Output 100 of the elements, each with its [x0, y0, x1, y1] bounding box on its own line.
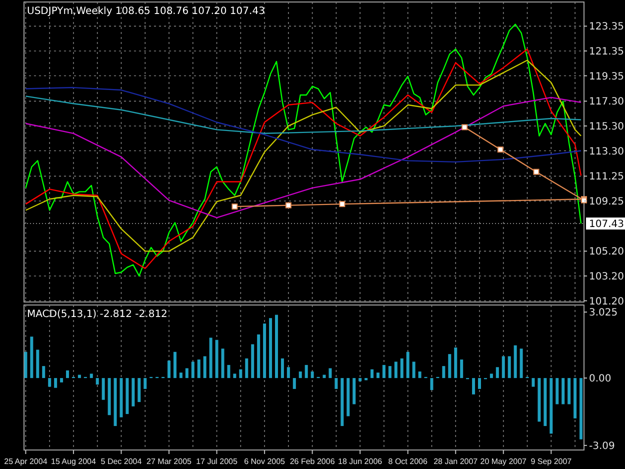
- line-series: [25, 96, 582, 218]
- x-tick-label: 8 Oct 2006: [388, 457, 428, 466]
- y-tick-label: 115.30: [589, 121, 624, 132]
- bar: [269, 318, 272, 378]
- bar: [568, 378, 571, 404]
- bar: [556, 378, 559, 404]
- bar: [352, 378, 356, 404]
- bar: [215, 340, 218, 378]
- bar: [102, 378, 105, 400]
- line-series: [25, 86, 582, 163]
- bar: [132, 378, 135, 406]
- bar: [191, 362, 194, 378]
- bar: [54, 378, 58, 388]
- y-tick-label: 101.20: [589, 296, 624, 308]
- bar: [185, 368, 188, 378]
- bar: [304, 364, 308, 378]
- bar: [298, 372, 302, 378]
- bar: [48, 378, 52, 387]
- x-tick-label: 26 Feb 2006: [290, 457, 336, 466]
- bar: [550, 378, 553, 434]
- bar: [520, 348, 523, 378]
- bar: [544, 378, 547, 426]
- bar: [233, 374, 236, 378]
- chart-title: USDJPYm,Weekly 108.65 108.76 107.20 107.43: [27, 6, 265, 17]
- x-tick-label: 28 Jan 2007: [434, 457, 478, 466]
- point: [285, 202, 292, 208]
- bar: [245, 358, 248, 378]
- bar: [239, 369, 242, 378]
- y-tick-label: 3.025: [589, 308, 618, 319]
- bar: [168, 360, 171, 378]
- bar: [280, 358, 284, 378]
- bar: [126, 378, 129, 414]
- chart-title: MACD(5,13,1) -2.812 -2.812: [27, 309, 168, 320]
- bar: [346, 378, 350, 416]
- bar: [173, 352, 176, 378]
- y-tick-label: 117.30: [589, 96, 624, 108]
- bar: [227, 364, 230, 378]
- bar: [430, 378, 434, 390]
- y-tick-label: 109.25: [589, 196, 624, 208]
- x-tick-label: 17 Jul 2005: [196, 457, 238, 466]
- x-tick-label: 5 Dec 2004: [100, 457, 142, 466]
- bar: [30, 336, 34, 378]
- line-series: [25, 96, 582, 134]
- bar: [328, 368, 332, 378]
- bar: [580, 378, 583, 440]
- bar: [472, 378, 476, 394]
- bar: [370, 369, 374, 378]
- ref-line-label: 107.43: [589, 219, 624, 230]
- bar: [358, 378, 362, 382]
- bar: [90, 374, 93, 378]
- bar: [138, 378, 141, 402]
- bar: [490, 374, 493, 378]
- bar: [574, 378, 577, 418]
- bar: [310, 372, 314, 378]
- bar: [418, 372, 422, 378]
- bar: [442, 366, 446, 378]
- bar: [508, 356, 511, 378]
- bar: [60, 378, 64, 382]
- bar: [532, 378, 535, 387]
- bar: [412, 362, 416, 378]
- bar: [292, 378, 296, 389]
- bar: [120, 378, 123, 418]
- y-tick-label: 103.20: [589, 271, 624, 282]
- bar: [197, 360, 200, 378]
- bar: [114, 378, 117, 426]
- point: [462, 124, 468, 130]
- y-tick-label: 105.20: [589, 246, 624, 258]
- bar: [36, 350, 40, 378]
- x-tick-label: 18 Jun 2006: [338, 457, 383, 466]
- x-tick-label: 20 May 2007: [480, 457, 528, 466]
- point: [533, 168, 540, 175]
- bar: [400, 358, 404, 378]
- x-tick-label: 6 Nov 2005: [244, 457, 286, 466]
- y-tick-label: 111.25: [589, 172, 624, 183]
- bar: [221, 348, 224, 378]
- bar: [448, 354, 452, 378]
- bar: [209, 338, 212, 378]
- bar: [42, 366, 46, 378]
- y-tick-label: 119.35: [589, 71, 624, 82]
- bar: [514, 345, 517, 378]
- bar: [406, 352, 410, 378]
- bar: [66, 370, 70, 378]
- bar: [502, 356, 505, 378]
- bar: [478, 378, 482, 389]
- bar: [388, 366, 392, 378]
- bar: [562, 378, 565, 404]
- bar: [257, 334, 260, 378]
- bar: [274, 314, 278, 378]
- bar: [454, 348, 458, 378]
- bar: [334, 378, 338, 389]
- bar: [394, 362, 398, 378]
- bar: [263, 324, 266, 378]
- bar: [322, 374, 326, 378]
- bar: [496, 367, 499, 378]
- bar: [24, 352, 28, 378]
- y-tick-label: 0.00: [589, 374, 612, 385]
- y-tick-label: 121.35: [589, 46, 624, 58]
- x-tick-label: 9 Sep 2007: [530, 457, 572, 466]
- y-tick-label: 113.30: [589, 146, 624, 158]
- point: [232, 204, 238, 210]
